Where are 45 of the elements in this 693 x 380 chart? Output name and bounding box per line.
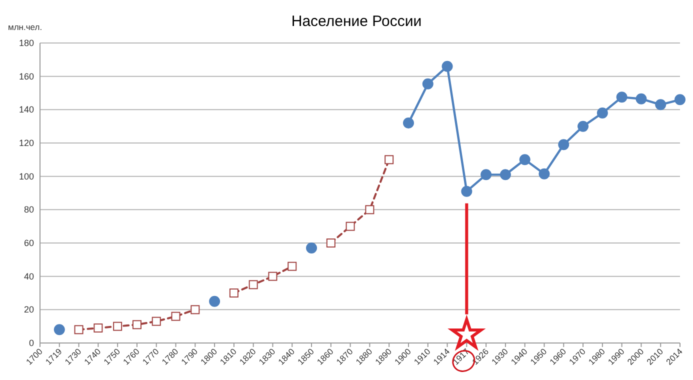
point: [519, 154, 530, 166]
point: [229, 288, 238, 298]
point: [365, 205, 374, 214]
point: [346, 222, 355, 231]
chart-title: Население России: [291, 13, 422, 30]
point: [636, 93, 647, 104]
point: [384, 155, 394, 164]
point: [268, 272, 278, 281]
point: [152, 316, 161, 326]
point: [94, 324, 103, 332]
point: [190, 305, 200, 314]
point: [596, 108, 608, 118]
y-axis-title: млн.чел.: [8, 22, 42, 32]
point: [209, 296, 220, 307]
y-tick-label: 180: [18, 38, 34, 48]
y-tick-label: 120: [18, 138, 34, 148]
point: [74, 325, 84, 334]
point: [616, 92, 628, 103]
point: [674, 94, 686, 106]
point: [402, 118, 414, 128]
point: [171, 312, 180, 321]
y-tick-label: 100: [18, 171, 34, 182]
y-tick-label: 0: [28, 338, 34, 348]
y-tick-label: 80: [24, 204, 34, 215]
point: [480, 169, 492, 180]
point: [442, 60, 453, 72]
y-tick-label: 60: [24, 238, 34, 248]
y-tick-label: 40: [24, 271, 34, 282]
y-tick-label: 20: [24, 304, 34, 315]
point: [288, 262, 297, 271]
point: [54, 324, 65, 336]
point: [326, 238, 336, 248]
point: [558, 139, 570, 150]
point: [578, 120, 589, 132]
point: [461, 186, 472, 197]
point: [422, 78, 434, 90]
point: [248, 280, 258, 290]
point: [500, 169, 511, 180]
point: [538, 168, 550, 180]
point: [132, 320, 142, 330]
point: [113, 322, 122, 331]
point: [655, 99, 666, 110]
y-tick-label: 140: [18, 104, 34, 115]
y-tick-label: 160: [18, 71, 34, 82]
point: [306, 242, 318, 254]
